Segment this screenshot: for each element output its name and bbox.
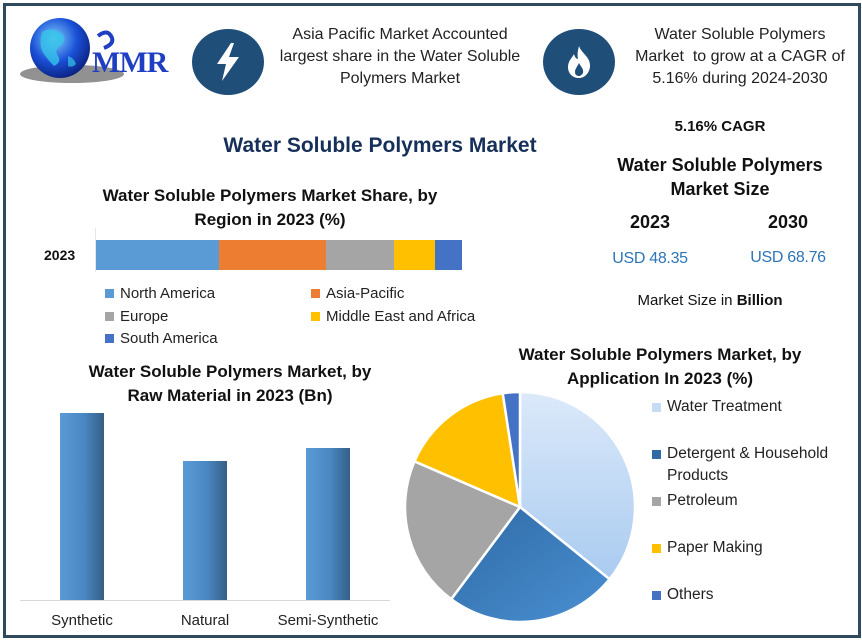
bar-segment-asia-pacific — [218, 240, 326, 270]
chart-title-line: Application In 2023 (%) — [566, 369, 754, 388]
legend-item-paper-making: Paper Making — [652, 537, 763, 559]
legend-item-south-america: South America — [105, 330, 218, 347]
legend-swatch — [652, 450, 661, 459]
legend-item-petroleum: Petroleum — [652, 490, 738, 512]
info-box-cagr: Water Soluble Polymers Market to grow at… — [630, 24, 850, 90]
info-line: Asia Pacific Market Accounted — [292, 26, 508, 43]
info-line: largest share in the Water Soluble — [279, 48, 521, 65]
legend-item-others: Others — [652, 584, 714, 606]
globe-icon — [20, 18, 124, 83]
chart-title-line: Water Soluble Polymers Market, by — [88, 362, 372, 381]
info-line: Water Soluble Polymers — [654, 26, 826, 43]
chart-title-line: Region in 2023 (%) — [194, 210, 346, 229]
page-title: Water Soluble Polymers Market — [223, 134, 537, 157]
bar-segment-north-america — [96, 240, 219, 270]
legend-label: Paper Making — [667, 539, 763, 556]
legend-label-line: Detergent & Household — [667, 445, 829, 462]
pie-slice-detergent-household-products — [449, 505, 612, 624]
bar-synthetic — [60, 413, 104, 600]
value-2023: USD 48.35 — [612, 250, 688, 267]
legend-swatch — [105, 334, 114, 343]
raw-material-bar-chart: Synthetic Natural Semi-Synthetic — [0, 0, 400, 641]
raw-material-chart-title: Water Soluble Polymers Market, by Raw Ma… — [40, 360, 420, 408]
mmr-logo: MMR — [10, 10, 180, 95]
region-legend: North America Asia-Pacific Europe Middle… — [105, 285, 505, 351]
x-axis-line — [20, 600, 390, 601]
legend-label: Detergent & Household Products — [667, 443, 828, 487]
legend-label: Others — [667, 586, 714, 603]
legend-label: Petroleum — [667, 492, 738, 509]
x-tick-label: Semi-Synthetic — [277, 612, 379, 629]
x-tick-label: Synthetic — [51, 612, 113, 629]
legend-item-asia-pacific: Asia-Pacific — [311, 285, 404, 302]
legend-swatch — [652, 403, 661, 412]
application-chart-title: Water Soluble Polymers Market, by Applic… — [470, 343, 850, 391]
bar-segment-europe — [325, 240, 394, 270]
region-stacked-bar — [96, 240, 462, 270]
market-size-unit: Market Size in Billion — [600, 292, 820, 309]
legend-label: Europe — [120, 308, 169, 325]
lightning-circle — [192, 29, 264, 95]
legend-swatch — [311, 289, 320, 298]
year-2030: 2030 — [767, 212, 809, 232]
y-axis-line — [95, 228, 96, 272]
info-line: 5.16% during 2024-2030 — [652, 70, 828, 87]
chart-title-line: Raw Material in 2023 (Bn) — [127, 386, 333, 405]
year-2023: 2023 — [629, 212, 671, 232]
application-pie-chart — [403, 390, 637, 624]
legend-item-detergent: Detergent & Household Products — [652, 443, 828, 487]
info-line: Market to grow at a CAGR of — [635, 48, 845, 65]
legend-item-water-treatment: Water Treatment — [652, 396, 782, 418]
market-size-title: Water Soluble Polymers Market Size — [590, 153, 850, 201]
bar-segment-middle-east-and-africa — [393, 240, 435, 270]
region-bar-category: 2023 — [44, 247, 76, 263]
pie-slice-others — [501, 390, 522, 508]
flame-circle — [543, 29, 615, 95]
legend-label: South America — [120, 330, 218, 347]
legend-item-europe: Europe — [105, 308, 168, 325]
info-box-asia-pacific: Asia Pacific Market Accounted largest sh… — [265, 24, 535, 90]
lightning-bolt-icon — [217, 43, 239, 81]
chart-title-line: Water Soluble Polymers Market, by — [518, 345, 802, 364]
bar-segment-south-america — [434, 240, 462, 270]
legend-swatch — [105, 312, 114, 321]
market-size-title-line: Market Size — [670, 179, 770, 199]
legend-swatch — [652, 544, 661, 553]
bar-semi-synthetic — [306, 448, 350, 600]
legend-swatch — [105, 289, 114, 298]
value-2030: USD 68.76 — [750, 249, 826, 266]
legend-label: Middle East and Africa — [326, 308, 476, 325]
x-tick-label: Natural — [180, 612, 230, 629]
unit-prefix: Market Size in — [637, 292, 737, 309]
legend-label-line: Products — [667, 467, 729, 484]
chart-title-line: Water Soluble Polymers Market Share, by — [102, 186, 438, 205]
market-size-title-line: Water Soluble Polymers — [617, 155, 823, 175]
flame-icon — [568, 46, 591, 78]
legend-label: Asia-Pacific — [326, 285, 405, 302]
legend-swatch — [311, 312, 320, 321]
bar-natural — [183, 461, 227, 600]
cagr-label: 5.16% CAGR — [674, 118, 766, 135]
info-line: Polymers Market — [339, 70, 461, 87]
pie-slice-water-treatment — [518, 390, 637, 581]
unit-bold: Billion — [736, 292, 783, 309]
logo-text: MMR — [92, 46, 168, 79]
legend-label: North America — [120, 285, 216, 302]
legend-label: Water Treatment — [667, 398, 782, 415]
region-chart-title: Water Soluble Polymers Market Share, by … — [60, 184, 480, 232]
legend-swatch — [652, 591, 661, 600]
pie-slice-paper-making — [412, 391, 522, 510]
legend-item-north-america: North America — [105, 285, 215, 302]
legend-swatch — [652, 497, 661, 506]
legend-item-middle-east-africa: Middle East and Africa — [311, 308, 475, 325]
